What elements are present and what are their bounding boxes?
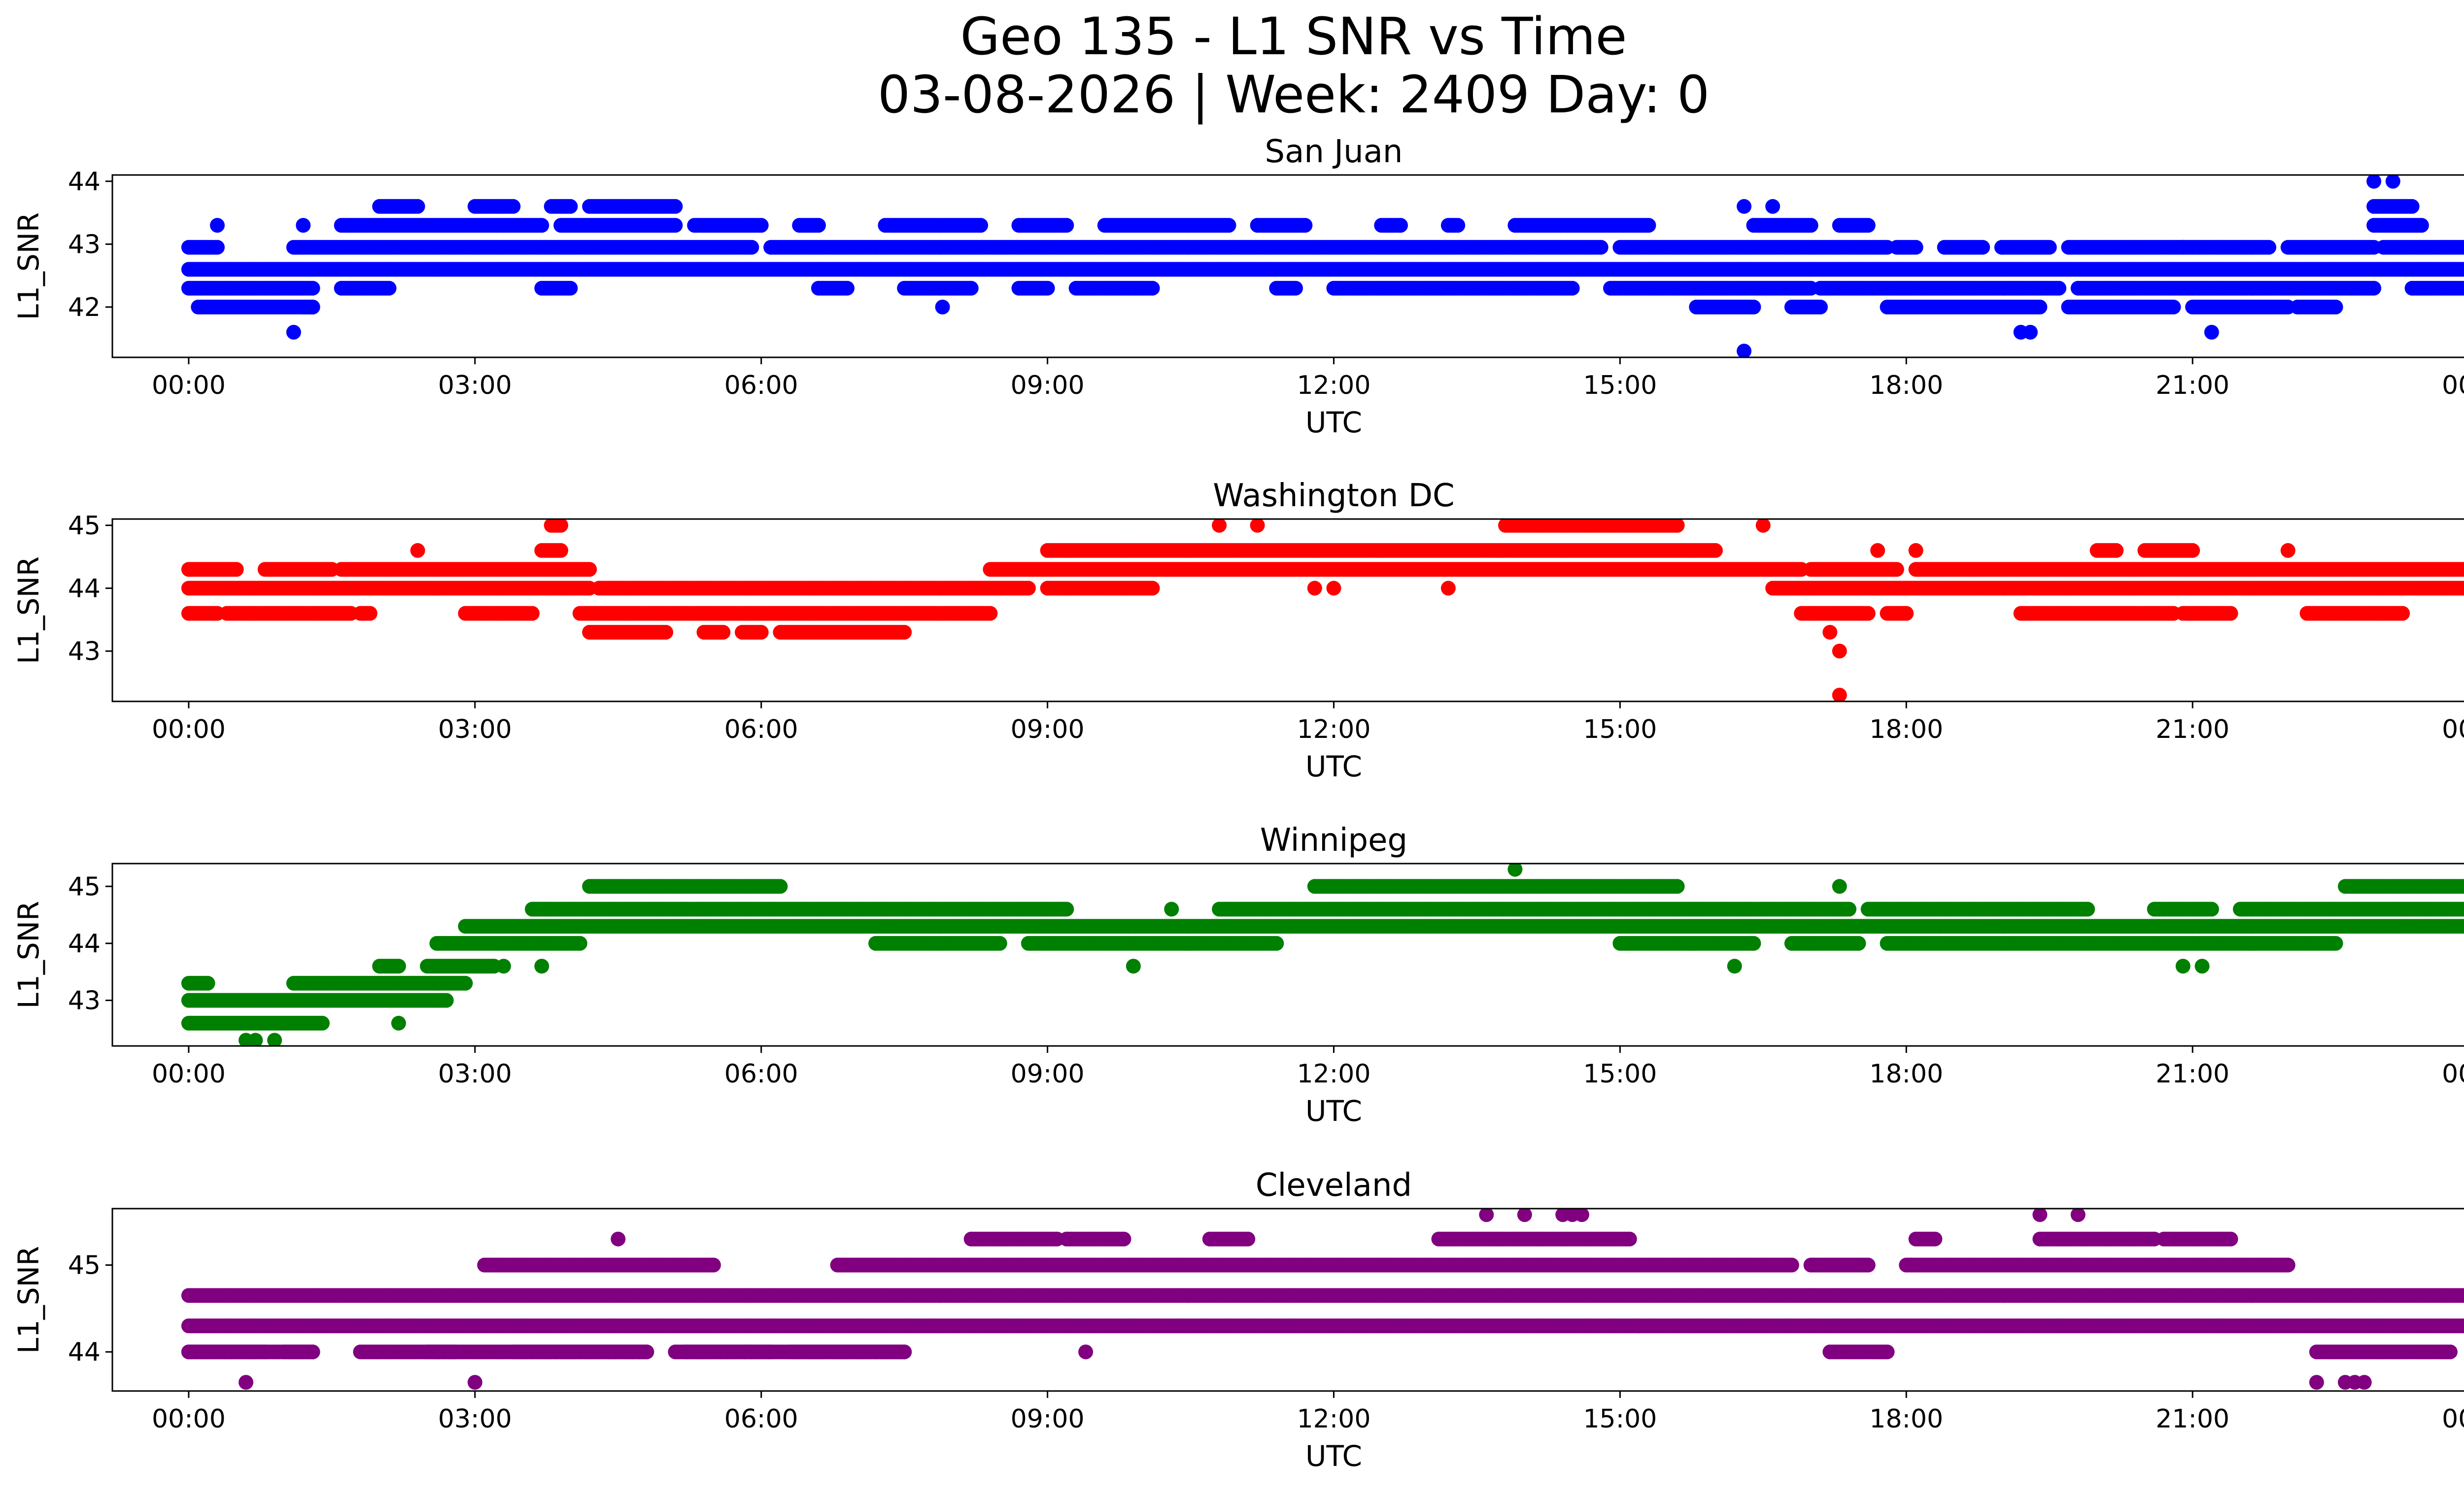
data-point [668, 199, 683, 214]
x-tick-label: 00:00 [2442, 371, 2464, 400]
data-point [506, 199, 521, 214]
data-point [973, 218, 989, 233]
data-point [935, 299, 950, 314]
data-point [2032, 299, 2048, 314]
data-point [305, 280, 320, 296]
data-point [1975, 240, 1990, 255]
x-tick-label: 12:00 [1297, 371, 1371, 400]
x-tick-label: 21:00 [2156, 371, 2229, 400]
data-point [1641, 218, 1656, 233]
data-point [210, 240, 225, 255]
data-point [1288, 280, 1303, 296]
x-tick-label: 03:00 [438, 371, 512, 400]
x-tick-label: 06:00 [724, 371, 798, 400]
data-point [744, 240, 759, 255]
data-point [1145, 581, 1160, 596]
data-point [2042, 240, 2057, 255]
figure-title-line1: Geo 135 - L1 SNR vs Time [960, 6, 1627, 67]
data-point [1737, 344, 1752, 357]
y-tick-label: 44 [68, 167, 101, 197]
data-point [1450, 218, 1466, 233]
x-axis-label: UTC [1305, 406, 1362, 439]
scatter-points [181, 519, 2464, 701]
data-point [1889, 562, 1904, 577]
y-tick-label: 43 [68, 230, 101, 259]
data-point [668, 218, 683, 233]
scatter-points [181, 175, 2464, 357]
x-tick-label: 09:00 [1011, 371, 1085, 400]
data-point [534, 218, 549, 233]
figure-title-line2: 03-08-2026 | Week: 2409 Day: 0 [878, 65, 1710, 125]
data-point [1803, 218, 1818, 233]
data-point [2166, 299, 2181, 314]
data-point [305, 299, 320, 314]
x-tick-label: 00:00 [152, 371, 226, 400]
data-point [2366, 280, 2382, 296]
data-point [1593, 240, 1608, 255]
data-point [811, 218, 826, 233]
data-point [1145, 280, 1160, 296]
data-point [296, 218, 311, 233]
data-point [563, 280, 578, 296]
data-point [2366, 175, 2382, 189]
data-point [229, 562, 244, 577]
data-point [753, 218, 769, 233]
data-point [2023, 325, 2038, 340]
data-point [1746, 299, 1761, 314]
data-point [1765, 199, 1780, 214]
data-point [2462, 242, 2464, 253]
data-point [1908, 240, 1923, 255]
data-point [582, 562, 597, 577]
y-axis-label: L1_SNR [12, 212, 45, 320]
data-point [381, 280, 397, 296]
data-point [2328, 299, 2343, 314]
data-point [1737, 199, 1752, 214]
data-point [2462, 264, 2464, 275]
subplot-san-juan: San Juan 00:00 03:00 06:00 09:00 12:00 15:00 18… [12, 134, 2464, 439]
data-point [1021, 581, 1036, 596]
data-point [1565, 280, 1580, 296]
data-point [1813, 299, 1828, 314]
x-tick-label: 18:00 [1869, 371, 1943, 400]
data-point [2462, 283, 2464, 294]
data-point [2052, 280, 2067, 296]
data-point [1040, 280, 1055, 296]
data-point [210, 218, 225, 233]
data-point [1860, 218, 1876, 233]
data-point [1059, 218, 1074, 233]
data-point [1393, 218, 1408, 233]
data-point [2385, 175, 2400, 189]
data-point [963, 280, 979, 296]
data-point [1298, 218, 1313, 233]
y-tick-label: 42 [68, 293, 101, 322]
subplot-title: San Juan [1265, 134, 1403, 170]
subplot-title: Washington DC [1213, 478, 1454, 514]
data-point [286, 325, 301, 340]
data-point [2414, 218, 2429, 233]
data-point [553, 543, 569, 558]
data-point [410, 199, 425, 214]
data-point [2204, 325, 2219, 340]
x-tick-label: 15:00 [1583, 371, 1657, 400]
data-point [2261, 240, 2277, 255]
data-point [2404, 199, 2420, 214]
data-point [563, 199, 578, 214]
data-point [840, 280, 855, 296]
data-point [1221, 218, 1236, 233]
